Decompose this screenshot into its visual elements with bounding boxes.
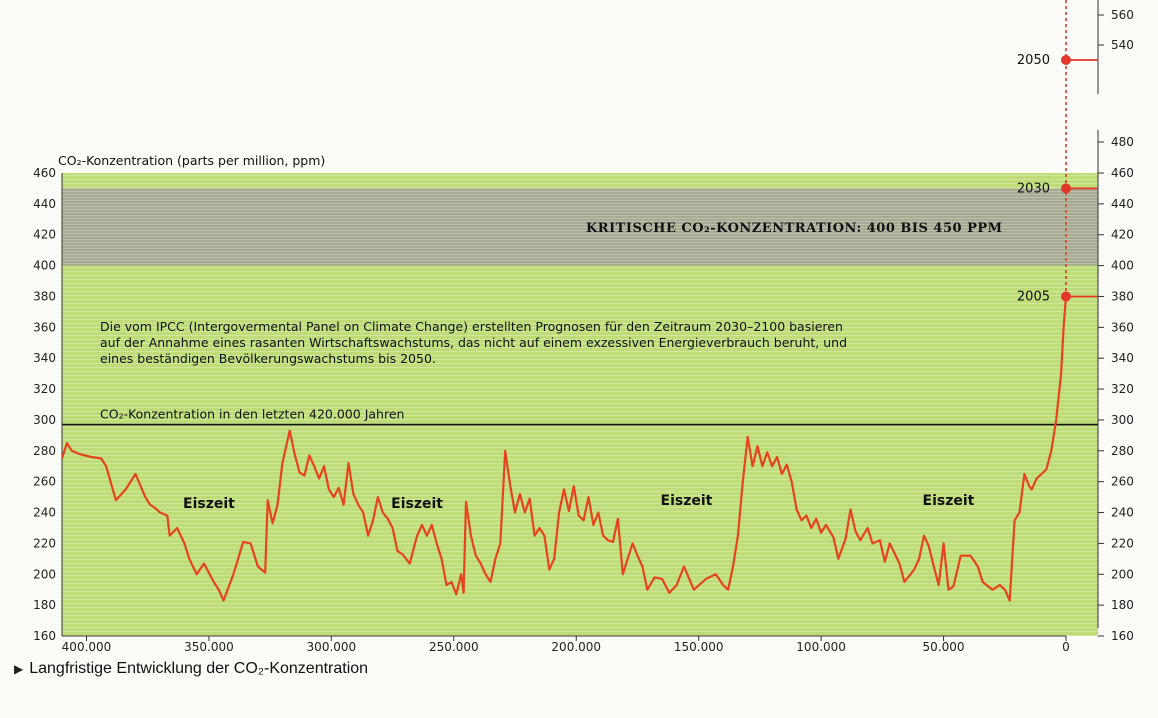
period-label-eiszeit: Eiszeit	[183, 496, 235, 512]
projection-point	[1061, 183, 1071, 194]
figure-caption: ▶ Langfristige Entwicklung der CO₂-Konze…	[14, 660, 368, 678]
ipcc-annotation-line: auf der Annahme eines rasanten Wirtschaf…	[100, 335, 847, 350]
y-tick-label: 440	[33, 197, 56, 211]
right-tick-label: 540	[1111, 38, 1134, 52]
right-tick-label: 240	[1111, 506, 1134, 520]
x-tick-label: 350.000	[184, 640, 234, 654]
projection-point	[1061, 55, 1071, 65]
right-tick-label: 260	[1111, 475, 1134, 489]
critical-band-label: KRITISCHE CO₂-KONZENTRATION: 400 BIS 450…	[586, 221, 1003, 236]
x-tick-label: 100.000	[796, 640, 846, 654]
ipcc-annotation-line: Die vom IPCC (Intergovermental Panel on …	[100, 319, 843, 334]
y-tick-label: 160	[33, 629, 56, 643]
right-axis: 160 180 200 220 240 260 280 300 320 340 360 380 400 4…	[1096, 0, 1134, 643]
y-tick-label: 180	[33, 598, 56, 612]
right-tick-label: 400	[1111, 259, 1134, 273]
reference-line-label: CO₂-Konzentration in den letzten 420.000…	[100, 407, 404, 422]
y-tick-label: 400	[33, 259, 56, 273]
y-tick-label: 340	[33, 351, 56, 365]
y-tick-label: 300	[33, 413, 56, 427]
caption-text: Langfristige Entwicklung der CO₂-Konzent…	[29, 660, 369, 677]
x-tick-label: 50.000	[923, 640, 965, 654]
y-axis: 160 180 200 220 240 260 280 300 320 340 360 380 400 4…	[33, 153, 325, 643]
right-tick-label: 480	[1111, 135, 1134, 149]
co2-series	[60, 296, 1068, 602]
ipcc-annotation-line: eines beständigen Bevölkerungswachstums …	[100, 351, 436, 366]
y-tick-label: 260	[33, 475, 56, 489]
x-tick-label: 300.000	[307, 640, 357, 654]
y-tick-label: 460	[33, 166, 56, 180]
right-tick-label: 300	[1111, 413, 1134, 427]
right-tick-label: 220	[1111, 536, 1134, 550]
right-tick-label: 280	[1111, 444, 1134, 458]
projection-year-label: 2005	[1017, 289, 1050, 304]
right-tick-label: 340	[1111, 351, 1134, 365]
y-tick-label: 200	[33, 567, 56, 581]
period-label-eiszeit: Eiszeit	[661, 493, 713, 509]
projection-year-label: 2030	[1017, 181, 1050, 196]
right-tick-label: 360	[1111, 320, 1134, 334]
x-tick-label: 0	[1062, 640, 1070, 654]
y-tick-label: 420	[33, 228, 56, 242]
right-tick-label: 460	[1111, 166, 1134, 180]
co2-series-line	[60, 296, 1068, 602]
critical-band-rect	[62, 188, 1098, 266]
y-tick-label: 220	[33, 536, 56, 550]
projection-year-label: 2050	[1017, 53, 1050, 68]
period-label-eiszeit: Eiszeit	[923, 493, 975, 509]
right-tick-label: 380	[1111, 289, 1134, 303]
projection-point	[1061, 291, 1071, 302]
x-tick-label: 200.000	[551, 640, 601, 654]
y-tick-label: 360	[33, 320, 56, 334]
right-tick-label: 180	[1111, 598, 1134, 612]
caption-arrow-icon: ▶	[14, 662, 24, 676]
right-tick-label: 200	[1111, 567, 1134, 581]
right-tick-label: 320	[1111, 382, 1134, 396]
y-axis-label: CO₂-Konzentration (parts per million, pp…	[58, 153, 325, 168]
y-tick-label: 380	[33, 289, 56, 303]
chart-labels: KRITISCHE CO₂-KONZENTRATION: 400 BIS 450…	[100, 221, 1003, 512]
y-tick-label: 240	[33, 506, 56, 520]
x-tick-label: 150.000	[674, 640, 724, 654]
period-label-eiszeit: Eiszeit	[391, 496, 443, 512]
right-tick-label: 440	[1111, 197, 1134, 211]
y-tick-label: 280	[33, 444, 56, 458]
right-tick-label: 160	[1111, 629, 1134, 643]
right-tick-label: 420	[1111, 228, 1134, 242]
x-axis: 400.000 350.000 300.000 250.000 200.000 150.0…	[62, 635, 1070, 654]
y-tick-label: 320	[33, 382, 56, 396]
x-tick-label: 250.000	[429, 640, 479, 654]
right-tick-label: 560	[1111, 8, 1134, 22]
x-tick-label: 400.000	[62, 640, 112, 654]
co2-chart: 160 180 200 220 240 260 280 300 320 340 360 380 400 4…	[33, 0, 1134, 654]
projections: 2005 2030 2050	[1017, 0, 1098, 304]
critical-band	[62, 188, 1098, 266]
